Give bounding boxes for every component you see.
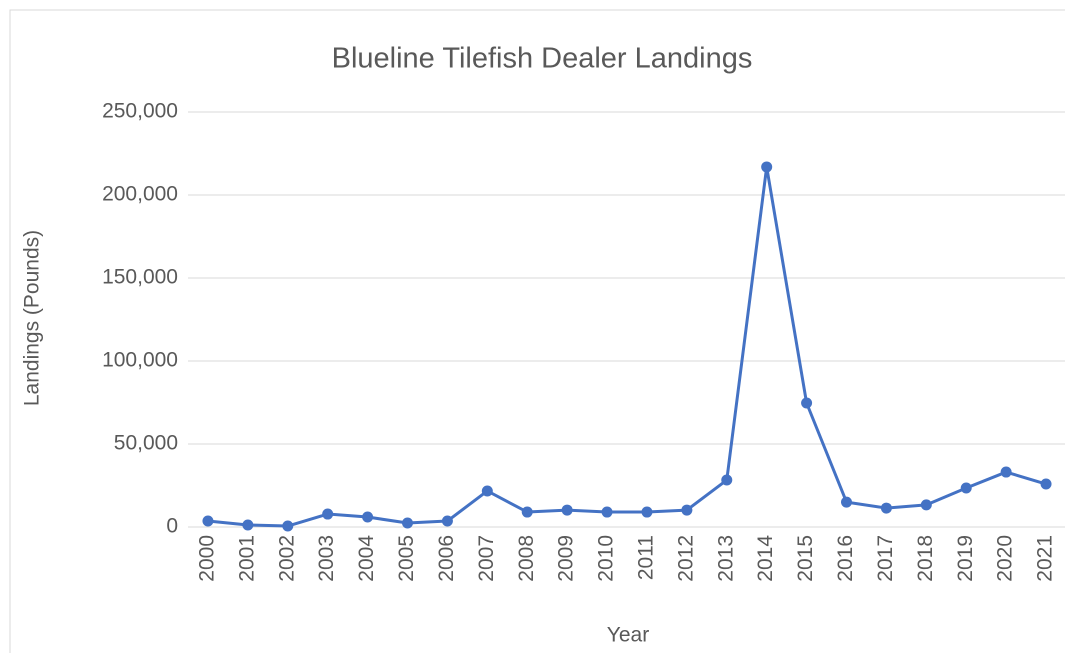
x-tick-label: 2010 [595, 535, 618, 582]
x-tick-label: 2006 [435, 535, 458, 582]
x-axis-label: Year [607, 624, 649, 647]
data-point [1000, 466, 1012, 478]
x-tick-label: 2021 [1034, 535, 1057, 582]
data-point [282, 520, 294, 532]
x-tick-label: 2013 [714, 535, 737, 582]
data-point [1040, 478, 1052, 490]
chart-frame [9, 9, 1065, 653]
data-point [920, 499, 932, 511]
data-point [202, 515, 214, 527]
y-tick-label: 50,000 [114, 432, 178, 455]
data-point [481, 485, 493, 497]
data-point [641, 506, 653, 518]
x-tick-label: 2005 [395, 535, 418, 582]
data-point [521, 506, 533, 518]
x-tick-label: 2002 [275, 535, 298, 582]
data-line [207, 165, 1047, 528]
data-point [322, 508, 334, 520]
data-point [761, 161, 773, 173]
x-tick-label: 2007 [475, 535, 498, 582]
x-tick-label: 2016 [834, 535, 857, 582]
data-point [841, 496, 852, 508]
data-point [801, 397, 813, 409]
y-axis-label: Landings (Pounds) [21, 230, 44, 406]
x-tick-label: 2017 [874, 535, 897, 582]
data-point [242, 519, 254, 531]
data-point [880, 502, 892, 514]
y-tick-label: 250,000 [102, 100, 178, 123]
x-tick-label: 2001 [235, 535, 258, 582]
x-tick-label: 2009 [555, 535, 578, 582]
y-tick-label: 200,000 [102, 183, 178, 206]
x-tick-label: 2015 [794, 535, 817, 582]
data-point [402, 517, 413, 529]
x-tick-label: 2000 [196, 535, 219, 582]
data-point [362, 511, 374, 523]
y-tick-label: 150,000 [102, 266, 178, 289]
x-tick-label: 2011 [635, 535, 658, 580]
x-tick-label: 2020 [994, 535, 1017, 582]
data-point [441, 515, 453, 527]
data-point [721, 474, 733, 486]
x-tick-label: 2014 [754, 535, 777, 582]
y-tick-label: 100,000 [102, 349, 178, 372]
data-point [681, 504, 693, 516]
x-tick-label: 2012 [674, 535, 697, 582]
data-point [960, 482, 972, 494]
x-tick-label: 2008 [515, 535, 538, 582]
x-tick-label: 2018 [914, 535, 937, 582]
data-point [601, 506, 613, 518]
x-tick-label: 2019 [954, 535, 977, 582]
x-tick-label: 2004 [355, 535, 378, 582]
data-point [561, 504, 573, 516]
chart-title: Blueline Tilefish Dealer Landings [332, 43, 753, 75]
y-tick-label: 0 [166, 515, 178, 538]
x-tick-label: 2003 [315, 535, 338, 582]
